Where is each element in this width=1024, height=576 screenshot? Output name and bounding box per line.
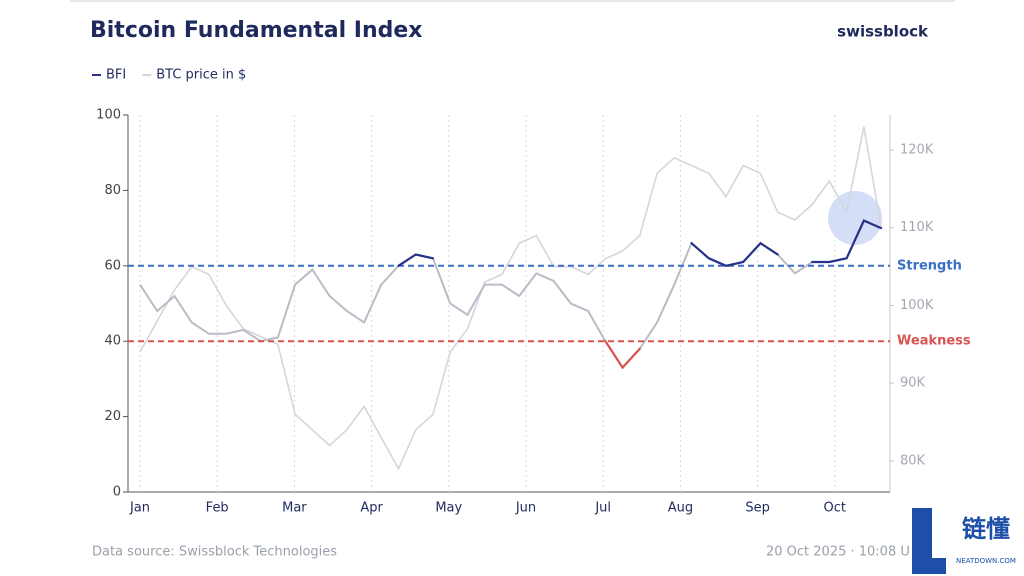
source: Data source: Swissblock Technologies	[92, 545, 337, 560]
y-tick-label: 80	[104, 183, 121, 198]
legend-label: BFI	[106, 68, 126, 83]
brand: swissblock	[837, 23, 929, 41]
x-tick-label: May	[435, 501, 462, 516]
series-line	[139, 126, 882, 471]
x-tick-label: Sep	[745, 501, 770, 516]
legend-label: BTC price in $	[156, 68, 246, 83]
bfi-highlight	[604, 340, 641, 370]
chart-title: Bitcoin Fundamental Index	[90, 18, 422, 43]
watermark-logo	[912, 508, 932, 574]
x-tick-label: Feb	[206, 501, 229, 516]
bfi-highlight	[397, 253, 435, 267]
y-tick-label: 0	[113, 485, 121, 500]
y-tick-label: 40	[104, 334, 121, 349]
y2-tick-label: 80K	[900, 453, 926, 468]
timestamp: 20 Oct 2025 · 10:08 U	[766, 545, 910, 560]
x-tick-label: Oct	[824, 501, 846, 516]
threshold-label: Weakness	[897, 334, 971, 349]
bfi-highlight	[690, 241, 779, 267]
x-tick-label: Apr	[360, 501, 383, 516]
x-tick-label: Aug	[668, 501, 693, 516]
watermark-site: NEATDOWN.COM	[956, 557, 1016, 565]
y-tick-label: 20	[104, 409, 121, 424]
bfi-highlight	[811, 219, 883, 264]
y2-tick-label: 110K	[900, 220, 934, 235]
x-tick-label: Jan	[129, 501, 150, 516]
highlight-circle	[828, 191, 882, 245]
y-tick-label: 60	[104, 258, 121, 273]
x-tick-label: Jul	[594, 501, 611, 516]
y2-tick-label: 100K	[900, 298, 934, 313]
y2-tick-label: 90K	[900, 376, 926, 391]
x-tick-label: Mar	[282, 501, 307, 516]
y2-tick-label: 120K	[900, 142, 934, 157]
threshold-label: Strength	[897, 258, 962, 273]
x-tick-label: Jun	[515, 501, 536, 516]
watermark-name: 链懂	[962, 515, 1010, 543]
watermark-logo	[912, 558, 946, 574]
y-tick-label: 100	[96, 108, 121, 123]
